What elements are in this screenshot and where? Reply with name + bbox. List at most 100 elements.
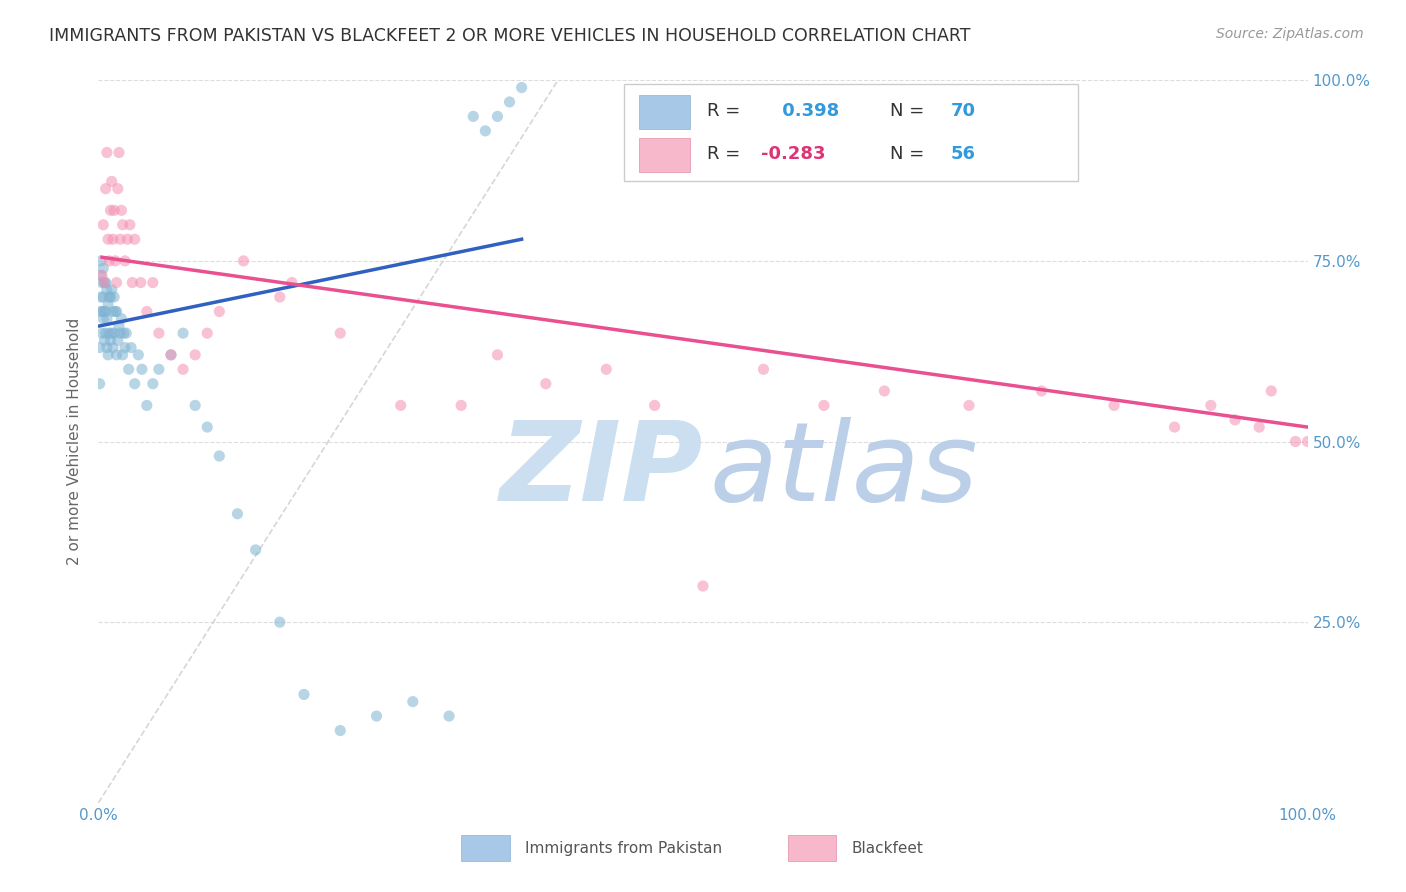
Point	[873, 384, 896, 398]
Point	[96, 341, 118, 355]
Point	[1296, 434, 1319, 449]
Point	[108, 326, 131, 340]
Point	[148, 326, 170, 340]
Point	[91, 268, 114, 283]
Point	[957, 398, 980, 412]
Point	[160, 348, 183, 362]
Point	[486, 348, 509, 362]
Point	[1102, 398, 1125, 412]
Text: N =: N =	[890, 103, 931, 120]
Point	[329, 326, 352, 340]
Point	[97, 348, 120, 362]
Point	[124, 232, 146, 246]
Point	[366, 709, 388, 723]
Point	[110, 203, 132, 218]
Point	[93, 276, 115, 290]
Point	[142, 276, 165, 290]
Point	[111, 218, 134, 232]
Point	[110, 311, 132, 326]
Point	[127, 348, 149, 362]
Point	[124, 376, 146, 391]
Point	[91, 261, 114, 276]
Point	[142, 376, 165, 391]
Text: R =: R =	[707, 145, 745, 163]
Point	[595, 362, 617, 376]
Point	[100, 174, 122, 188]
Point	[100, 326, 122, 340]
Point	[101, 232, 124, 246]
Point	[111, 348, 134, 362]
Point	[94, 304, 117, 318]
Point	[160, 348, 183, 362]
Point	[90, 253, 112, 268]
Point	[94, 276, 117, 290]
Point	[90, 268, 112, 283]
Text: 56: 56	[950, 145, 976, 163]
Point	[1260, 384, 1282, 398]
Point	[208, 449, 231, 463]
Point	[91, 311, 114, 326]
Point	[121, 276, 143, 290]
Point	[103, 290, 125, 304]
Point	[108, 145, 131, 160]
Point	[107, 334, 129, 348]
Point	[486, 110, 509, 124]
Point	[534, 376, 557, 391]
Point	[98, 290, 121, 304]
Point	[103, 203, 125, 218]
Point	[1223, 413, 1246, 427]
Text: Blackfeet: Blackfeet	[852, 841, 924, 855]
Point	[269, 615, 291, 630]
Y-axis label: 2 or more Vehicles in Household: 2 or more Vehicles in Household	[67, 318, 83, 566]
FancyBboxPatch shape	[461, 835, 509, 861]
Point	[91, 326, 114, 340]
Point	[135, 398, 157, 412]
Text: R =: R =	[707, 103, 745, 120]
Point	[108, 232, 131, 246]
Point	[107, 182, 129, 196]
Point	[93, 334, 115, 348]
Point	[104, 304, 127, 318]
Point	[117, 232, 139, 246]
Text: Source: ZipAtlas.com: Source: ZipAtlas.com	[1216, 27, 1364, 41]
Point	[115, 326, 138, 340]
Point	[96, 283, 118, 297]
Point	[172, 362, 194, 376]
Point	[752, 362, 775, 376]
Text: 70: 70	[950, 103, 976, 120]
Point	[813, 398, 835, 412]
Point	[91, 218, 114, 232]
Point	[96, 311, 118, 326]
Text: N =: N =	[890, 145, 931, 163]
Text: -0.283: -0.283	[761, 145, 825, 163]
Text: ZIP: ZIP	[499, 417, 703, 524]
Point	[114, 253, 136, 268]
FancyBboxPatch shape	[787, 835, 837, 861]
Point	[118, 362, 141, 376]
Point	[195, 420, 218, 434]
FancyBboxPatch shape	[638, 95, 690, 129]
Point	[1031, 384, 1053, 398]
Point	[1163, 420, 1185, 434]
Point	[91, 276, 114, 290]
Point	[94, 182, 117, 196]
Text: IMMIGRANTS FROM PAKISTAN VS BLACKFEET 2 OR MORE VEHICLES IN HOUSEHOLD CORRELATIO: IMMIGRANTS FROM PAKISTAN VS BLACKFEET 2 …	[49, 27, 970, 45]
Point	[100, 283, 122, 297]
Point	[329, 723, 352, 738]
Text: atlas: atlas	[709, 417, 977, 524]
Point	[129, 276, 152, 290]
Point	[208, 304, 231, 318]
Point	[1284, 434, 1306, 449]
FancyBboxPatch shape	[638, 137, 690, 172]
Point	[90, 304, 112, 318]
Point	[184, 348, 207, 362]
Point	[100, 203, 122, 218]
Point	[437, 709, 460, 723]
Point	[644, 398, 666, 412]
Point	[510, 80, 533, 95]
Point	[389, 398, 412, 412]
Point	[101, 304, 124, 318]
Text: Immigrants from Pakistan: Immigrants from Pakistan	[526, 841, 723, 855]
Point	[101, 341, 124, 355]
Point	[89, 341, 111, 355]
